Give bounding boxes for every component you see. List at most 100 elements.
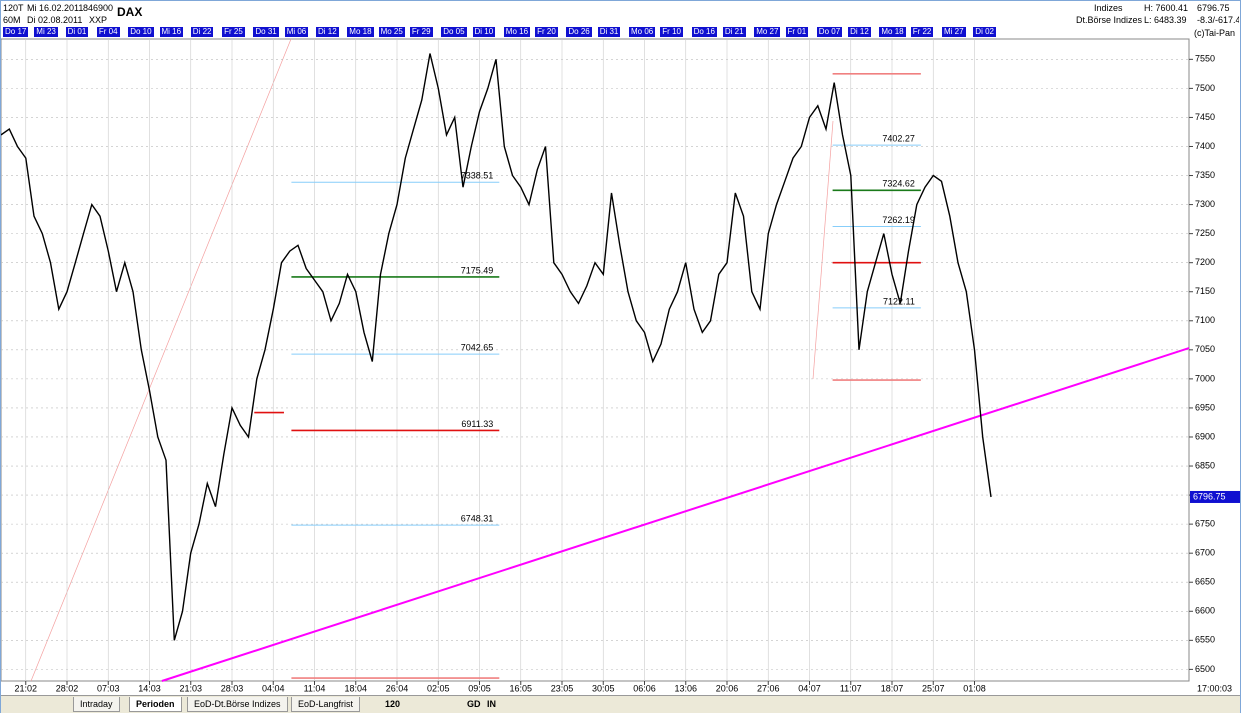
date-label: Fr 29 (409, 27, 433, 37)
level-label: 7324.62 (882, 179, 915, 189)
x-tick-label: 02:05 (427, 683, 450, 693)
date-label: Fr 10 (660, 27, 683, 37)
x-tick-label: 16:05 (509, 683, 532, 693)
date-label: Fr 25 (222, 27, 245, 37)
copyright: (c)Tai-Pan (1194, 28, 1236, 38)
x-tick-label: 14:03 (138, 683, 161, 693)
date-label: Mi 06 (284, 27, 309, 37)
tab[interactable]: EoD-Langfrist (291, 697, 361, 712)
info: H: 7600.41 (1144, 3, 1189, 13)
date-label: Di 10 (472, 27, 496, 37)
y-tick-label: 6900 (1195, 431, 1215, 441)
y-tick-label: 7200 (1195, 257, 1215, 267)
date-label: Do 05 (441, 27, 467, 37)
info: 6796.75 (1197, 3, 1230, 13)
x-tick-label: 30:05 (592, 683, 615, 693)
info: Mi 16.02.2011 (27, 3, 84, 13)
date-label: Do 17 (3, 27, 29, 37)
y-tick-label: 7500 (1195, 83, 1215, 93)
y-tick-label: 7100 (1195, 315, 1215, 325)
y-tick-label: 7050 (1195, 344, 1215, 354)
info: L: 6483.39 (1144, 15, 1187, 25)
x-tick-label: 04:07 (798, 683, 821, 693)
date-label: Mo 16 (503, 27, 531, 37)
y-tick-label: 7300 (1195, 199, 1215, 209)
info: 60M (3, 15, 21, 25)
date-strip: Do 17 Mi 23 Di 01 Fr 04 Do 10 Mi 16 Di 22 Fr 25… (1, 27, 1189, 38)
chart: 6500655066006650670067506800685069006950… (1, 38, 1240, 693)
x-tick-label: 21:02 (14, 683, 37, 693)
y-tick-label: 6600 (1195, 606, 1215, 616)
level-label: 7262.19 (882, 215, 915, 225)
tab[interactable]: Perioden (129, 697, 182, 712)
y-tick-label: 6700 (1195, 548, 1215, 558)
x-tick-label: 18:04 (344, 683, 367, 693)
x-tick-label: 26:04 (386, 683, 409, 693)
date-label: Mi 16 (159, 27, 184, 37)
date-label: Fr 04 (96, 27, 120, 37)
x-tick-label: 18:07 (881, 683, 904, 693)
x-tick-label: 13:06 (674, 683, 697, 693)
y-tick-label: 7550 (1195, 54, 1215, 64)
date-label: Fr 22 (910, 27, 934, 37)
date-label: Mo 25 (378, 27, 405, 37)
info: Dt.Börse Indizes (1076, 15, 1143, 25)
x-tick-label: 09:05 (468, 683, 491, 693)
x-tick-label: 07:03 (97, 683, 120, 693)
info: XXP (89, 15, 108, 25)
info: 120T (3, 3, 24, 13)
control[interactable]: 120 (385, 699, 401, 709)
date-label: Mo 18 (347, 27, 374, 37)
date-label: Di 12 (848, 27, 871, 37)
date-label: Di 31 (597, 27, 621, 37)
level-label: 7042.65 (461, 342, 494, 352)
x-tick-label: 27:06 (757, 683, 780, 693)
level-label: 6748.31 (461, 513, 494, 523)
date-label: Mi 23 (34, 27, 58, 37)
info: -8.3/-617.4 (1197, 15, 1239, 25)
last-value-box (1190, 490, 1240, 503)
y-tick-label: 6550 (1195, 635, 1215, 645)
x-tick-label: 11:04 (304, 683, 326, 693)
y-tick-label: 6950 (1195, 402, 1215, 412)
drawing-line (812, 120, 834, 380)
y-tick-label: 6650 (1195, 577, 1215, 587)
info: 846900 (83, 3, 114, 13)
level-label: 7122.11 (883, 296, 915, 306)
date-label: Do 10 (128, 27, 154, 37)
control[interactable]: GD (467, 699, 481, 709)
clock: 17:00:03 (1197, 683, 1232, 693)
y-tick-label: 6850 (1195, 460, 1215, 470)
y-tick-label: 7000 (1195, 373, 1215, 383)
x-tick-label: 25:07 (922, 683, 945, 693)
info: Di 02.08.2011 (27, 15, 83, 25)
date-label: Do 16 (691, 27, 717, 37)
info: Indizes (1094, 3, 1123, 13)
date-label: Mi 27 (942, 27, 966, 37)
y-tick-label: 7400 (1195, 141, 1215, 151)
x-tick-label: 01:08 (963, 683, 986, 693)
level-label: 7338.51 (461, 171, 494, 181)
tab[interactable]: EoD-Dt.Börse Indizes (187, 697, 288, 712)
date-label: Mo 06 (629, 27, 656, 37)
y-tick-label: 7250 (1195, 228, 1215, 238)
tab[interactable]: Intraday (73, 697, 120, 712)
x-tick-label: 06:06 (633, 683, 656, 693)
symbol: DAX (117, 5, 143, 19)
date-label: Fr 01 (785, 27, 809, 37)
date-label: Do 07 (816, 27, 843, 37)
date-label: Di 01 (65, 27, 89, 37)
control[interactable]: IN (487, 699, 496, 709)
level-label: 6911.33 (461, 419, 493, 429)
y-tick-label: 6500 (1195, 664, 1215, 674)
date-label: Di 22 (190, 27, 214, 37)
x-tick-label: 28:03 (221, 683, 244, 693)
x-tick-label: 04:04 (262, 683, 285, 693)
plot-area (1, 38, 1190, 682)
x-tick-label: 20:06 (716, 683, 739, 693)
price-line (1, 53, 992, 641)
level-label: 7175.49 (461, 265, 494, 275)
date-label: Di 02 (973, 27, 996, 37)
date-label: Fr 20 (535, 27, 558, 37)
